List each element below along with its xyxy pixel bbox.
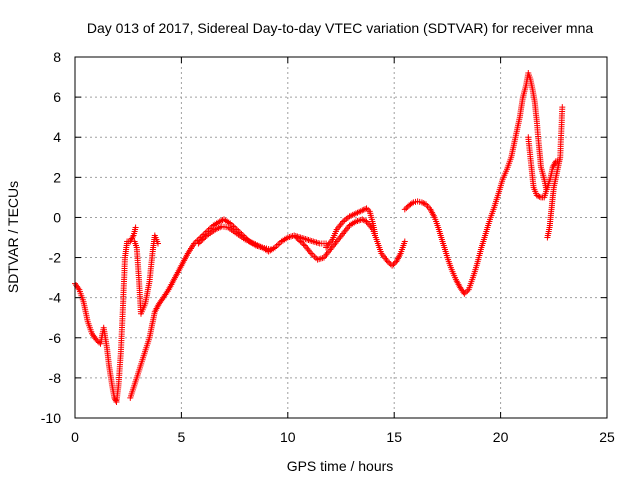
grid-lines	[75, 57, 607, 418]
data-segment	[401, 70, 550, 297]
y-tick-label: 4	[53, 129, 61, 145]
x-tick-label: 15	[386, 429, 402, 445]
x-tick-label: 20	[493, 429, 509, 445]
y-tick-label: 0	[53, 209, 61, 225]
data-segment	[544, 104, 566, 241]
y-tick-label: 6	[53, 89, 61, 105]
data-point-markers	[323, 205, 378, 251]
x-tick-label: 25	[599, 429, 615, 445]
x-tick-label: 10	[280, 429, 296, 445]
plot-frame	[74, 56, 608, 419]
x-tick-label: 0	[71, 429, 79, 445]
data-point-markers	[131, 232, 161, 317]
data-segment	[323, 205, 378, 251]
data-point-markers	[293, 216, 408, 269]
data-point-markers	[544, 104, 566, 241]
data-segment	[525, 134, 563, 201]
data-point-markers	[195, 223, 274, 253]
y-tick-label: 8	[53, 49, 61, 65]
y-axis-label: SDTVAR / TECUs	[5, 181, 21, 293]
y-tick-label: -2	[49, 250, 62, 266]
data-point-markers	[401, 70, 550, 297]
x-tick-label: 5	[178, 429, 186, 445]
y-tick-label: -8	[49, 370, 62, 386]
chart-title: Day 013 of 2017, Sidereal Day-to-day VTE…	[87, 20, 593, 36]
axis-ticks	[74, 56, 608, 419]
data-segment	[195, 223, 274, 253]
data-segment	[131, 232, 161, 317]
y-tick-label: -6	[49, 330, 62, 346]
y-tick-label: -10	[41, 410, 61, 426]
data-segment	[293, 216, 408, 269]
data-series-sdtvar	[72, 70, 566, 405]
y-tick-label: 2	[53, 169, 61, 185]
data-point-markers	[525, 134, 563, 201]
y-tick-label: -4	[49, 290, 62, 306]
x-axis-label: GPS time / hours	[287, 458, 394, 474]
